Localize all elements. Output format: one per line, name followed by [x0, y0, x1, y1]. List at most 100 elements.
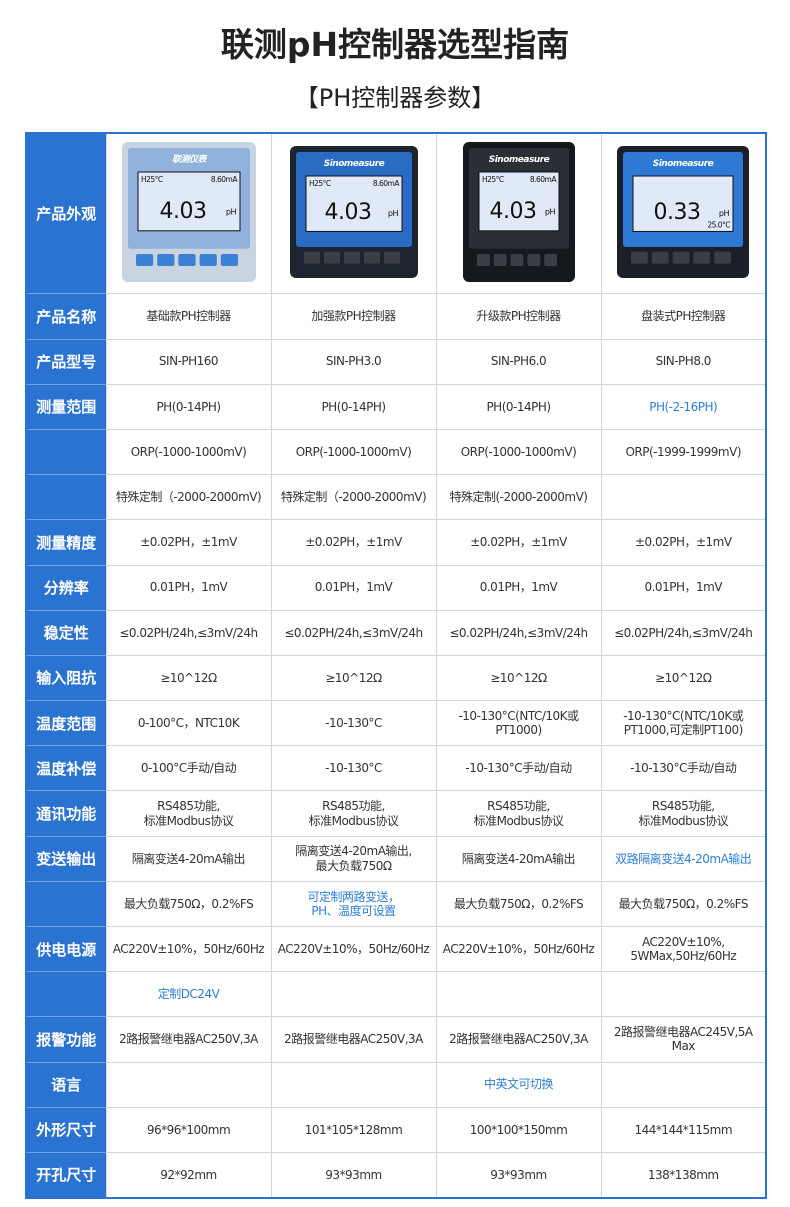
device-button: [510, 254, 523, 266]
row-label: 供电电源: [26, 926, 106, 972]
spec-cell: 0-100°C手动/自动: [105, 745, 272, 792]
spec-cell: ≥10^12Ω: [270, 654, 437, 702]
spec-row: 变送输出 隔离变送4-20mA输出 隔离变送4-20mA输出, 最大负载750Ω 隔离…: [26, 835, 767, 882]
spec-cell: 2路报警继电器AC245V,5A Max: [600, 1016, 767, 1063]
row-label: 产品名称: [26, 293, 106, 340]
spec-cell: ±0.02PH，±1mV: [600, 519, 767, 566]
screen-reading: 0.33: [654, 200, 701, 225]
spec-cell: 2路报警继电器AC250V,3A: [270, 1016, 437, 1063]
spec-cell: 2路报警继电器AC250V,3A: [105, 1016, 272, 1063]
spec-cell: 93*93mm: [435, 1151, 602, 1199]
spec-cell: 隔离变送4-20mA输出: [435, 835, 602, 882]
spec-cell: SIN-PH160: [105, 338, 272, 385]
screen-status: H25°C: [141, 175, 163, 184]
spec-cell: [270, 1061, 437, 1108]
spec-cell: 138*138mm: [600, 1151, 767, 1199]
row-label: 语言: [26, 1061, 106, 1108]
spec-cell: ≥10^12Ω: [105, 654, 272, 702]
spec-cell: ≤0.02PH/24h,≤3mV/24h: [270, 609, 437, 656]
appearance-cell: Sinomeasure H25°C 8.60mA 4.03 pH: [435, 132, 602, 295]
spec-cell: AC220V±10%, 5WMax,50Hz/60Hz: [600, 926, 767, 973]
row-label: 开孔尺寸: [26, 1151, 106, 1198]
spec-cell: ORP(-1999-1999mV): [600, 428, 767, 476]
row-label: 输入阻抗: [26, 654, 106, 701]
row-label: 稳定性: [26, 609, 106, 656]
device-button: [714, 251, 732, 264]
device-button: [156, 254, 174, 266]
spec-row: 产品型号 SIN-PH160 SIN-PH3.0 SIN-PH6.0 SIN-PH8.0: [26, 338, 767, 385]
spec-cell: ORP(-1000-1000mV): [105, 428, 272, 476]
spec-cell: -10-130°C手动/自动: [600, 745, 767, 792]
screen-status: H25°C: [309, 179, 331, 188]
spec-row: 温度补偿 0-100°C手动/自动 -10-130°C -10-130°C手动/自动 -…: [26, 745, 767, 792]
row-label: [26, 880, 106, 927]
spec-cell: 加强款PH控制器: [270, 293, 437, 340]
spec-cell: ≥10^12Ω: [435, 654, 602, 702]
row-label: [26, 428, 106, 475]
spec-cell: RS485功能, 标准Modbus协议: [600, 790, 767, 837]
row-label: 分辨率: [26, 564, 106, 611]
spec-cell: SIN-PH3.0: [270, 338, 437, 385]
device-button: [652, 251, 669, 264]
row-label: 温度范围: [26, 700, 106, 746]
device-button: [493, 254, 507, 266]
device-image: Sinomeasure H25°C 8.60mA 4.03 pH: [462, 142, 575, 282]
spec-cell: [270, 971, 437, 1018]
spec-cell: 92*92mm: [105, 1151, 272, 1199]
spec-cell: 可定制两路变送， PH、温度可设置: [270, 880, 437, 928]
screen-reading: 4.03: [324, 200, 371, 225]
spec-cell: PH(0-14PH): [105, 383, 272, 430]
spec-cell: ±0.02PH，±1mV: [270, 519, 437, 566]
spec-cell: 最大负载750Ω，0.2%FS: [600, 880, 767, 928]
spec-cell: 特殊定制(-2000-2000mV): [435, 474, 602, 521]
spec-cell: ±0.02PH，±1mV: [435, 519, 602, 566]
row-label: 外形尺寸: [26, 1106, 106, 1153]
screen-status: 8.60mA: [372, 179, 400, 188]
spec-row: 报警功能 2路报警继电器AC250V,3A 2路报警继电器AC250V,3A 2路报警…: [26, 1016, 767, 1063]
screen-status: 8.60mA: [529, 175, 557, 184]
device-brand: 联测仪表: [171, 154, 208, 165]
screen-status: H25°C: [482, 175, 504, 184]
spec-row: 最大负载750Ω，0.2%FS 可定制两路变送， PH、温度可设置 最大负载750Ω…: [26, 880, 767, 928]
device-screen: [632, 175, 734, 232]
row-label: [26, 474, 106, 520]
device-button: [383, 251, 400, 264]
device-button: [631, 251, 649, 264]
row-label: 变送输出: [26, 835, 106, 882]
row-label: 产品型号: [26, 338, 106, 385]
appearance-row: 产品外观 联测仪表 H25°C 8.60mA 4.03 pH Sinomeasure H25…: [26, 132, 767, 295]
spec-row: 通讯功能 RS485功能, 标准Modbus协议 RS485功能, 标准Modbus…: [26, 790, 767, 837]
row-label: 报警功能: [26, 1016, 106, 1063]
spec-cell: ≤0.02PH/24h,≤3mV/24h: [105, 609, 272, 656]
spec-cell: -10-130°C: [270, 745, 437, 792]
spec-row: 开孔尺寸 92*92mm 93*93mm 93*93mm 138*138mm: [26, 1151, 767, 1199]
device-button: [177, 254, 196, 266]
spec-cell: 0.01PH，1mV: [270, 564, 437, 611]
spec-cell: [600, 474, 767, 521]
spec-cell: ORP(-1000-1000mV): [270, 428, 437, 476]
device-button: [135, 254, 153, 266]
spec-row: 语言 中英文可切换: [26, 1061, 767, 1108]
screen-status: 25.0°C: [708, 220, 731, 229]
spec-cell: 特殊定制（-2000-2000mV): [270, 474, 437, 521]
table-body: 产品外观 联测仪表 H25°C 8.60mA 4.03 pH Sinomeasure H25…: [26, 132, 767, 1199]
device-screen: [137, 171, 240, 232]
device-screen: [478, 171, 559, 232]
device-brand: Sinomeasure: [323, 159, 384, 169]
row-label: 通讯功能: [26, 790, 106, 837]
spec-cell: ≥10^12Ω: [600, 654, 767, 702]
spec-cell: 0.01PH，1mV: [435, 564, 602, 611]
spec-cell: 0.01PH，1mV: [105, 564, 272, 611]
screen-unit: pH: [225, 207, 236, 216]
spec-cell: [600, 1061, 767, 1108]
spec-cell: 盘装式PH控制器: [600, 293, 767, 340]
spec-cell: -10-130°C(NTC/10K或PT1000): [435, 700, 602, 747]
spec-cell: 100*100*150mm: [435, 1106, 602, 1153]
spec-cell: 2路报警继电器AC250V,3A: [435, 1016, 602, 1063]
spec-table: 产品外观 联测仪表 H25°C 8.60mA 4.03 pH Sinomeasure H25…: [25, 132, 767, 1199]
spec-cell: -10-130°C(NTC/10K或 PT1000,可定制PT100): [600, 700, 767, 747]
spec-cell: ±0.02PH，±1mV: [105, 519, 272, 566]
device-button: [476, 254, 490, 266]
screen-unit: pH: [719, 209, 730, 218]
